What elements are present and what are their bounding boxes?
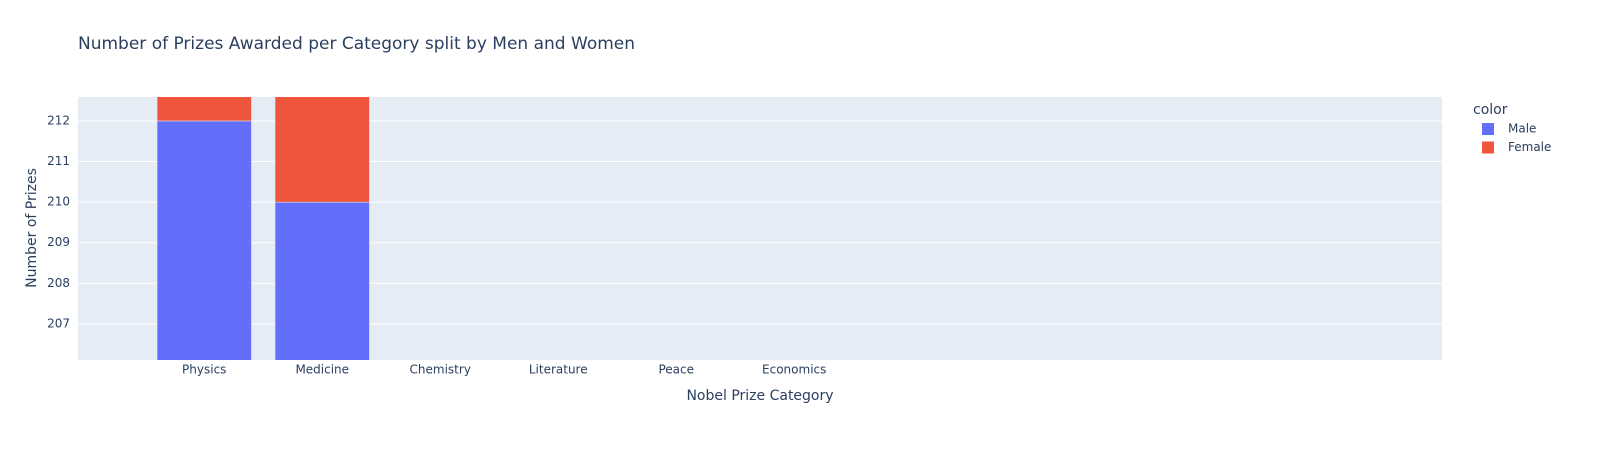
legend-swatch xyxy=(1482,141,1494,154)
y-tick-label: 212 xyxy=(47,113,70,127)
y-tick-label: 210 xyxy=(47,195,70,209)
x-tick-label: Chemistry xyxy=(410,363,471,377)
legend-label: Female xyxy=(1508,140,1551,154)
bars xyxy=(156,97,370,360)
y-tick-label: 209 xyxy=(47,235,70,249)
x-axis-title: Nobel Prize Category xyxy=(686,388,833,404)
chart-title: Number of Prizes Awarded per Category sp… xyxy=(78,34,635,54)
bar-segment xyxy=(156,97,252,122)
x-tick-label: Economics xyxy=(762,363,826,377)
x-tick-label: Peace xyxy=(658,363,694,377)
x-tick-label: Literature xyxy=(529,363,588,377)
legend-title: color xyxy=(1473,102,1508,118)
y-tick-label: 208 xyxy=(47,276,70,290)
legend-label: Male xyxy=(1508,122,1536,136)
y-tick-label: 207 xyxy=(47,316,70,330)
y-axis-title: Number of Prizes xyxy=(24,168,40,288)
bar-segment xyxy=(156,120,252,360)
x-tick-label: Physics xyxy=(182,363,226,377)
bar-segment xyxy=(274,201,370,360)
y-tick-label: 211 xyxy=(47,154,70,168)
bar-segment xyxy=(274,97,370,203)
labels: 207 208 209 210 211 212 Physics Medicine Chemist… xyxy=(47,113,826,376)
legend-swatch xyxy=(1482,123,1494,135)
x-tick-label: Medicine xyxy=(295,363,349,377)
